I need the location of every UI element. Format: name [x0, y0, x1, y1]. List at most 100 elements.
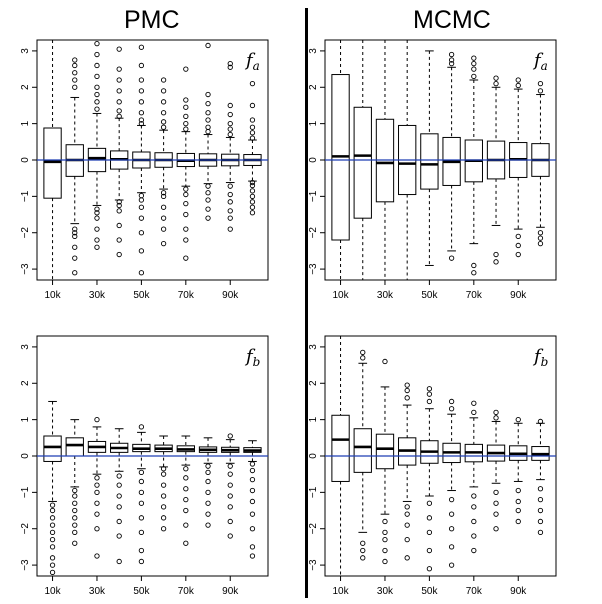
panel-4-outlier-6-2	[471, 518, 477, 525]
panel-1-outlier-9-0	[249, 210, 256, 216]
panel-4-outlier-1-1	[360, 547, 366, 554]
panel-3-outlier-5-5	[160, 471, 167, 477]
panel-3-outlier-8-3	[227, 493, 233, 499]
panel-3-outlier-0-5	[49, 529, 56, 536]
panel-3-outlier-2-4	[94, 489, 100, 496]
panel-1-outlier-6-0	[183, 255, 189, 261]
panel-1-outlier-8-1	[227, 215, 233, 221]
panel-1-xtick-label-2: 50k	[133, 290, 150, 301]
panel-4-ytick-label-4: 1	[308, 416, 319, 422]
panel-3-outlier-8-5	[227, 471, 233, 477]
panel-1-outlier-7-3	[205, 190, 211, 196]
panel-3-ytick-label-2: −1	[20, 486, 31, 498]
panel-1-outlier-8-9	[227, 111, 233, 118]
panel-3-outlier-0-7	[49, 515, 56, 521]
panel-2-outlier-7-3	[493, 75, 499, 81]
panel-1-outlier-3-1	[116, 237, 122, 243]
panel-3-outlier-7-1	[205, 511, 211, 517]
panel-2-outlier-6-0	[471, 270, 477, 276]
panel-1-outlier-9-10	[249, 117, 256, 123]
panel-3-outlier-0-9	[49, 502, 56, 508]
panel-3-outlier-1-5	[72, 500, 78, 506]
panel-1-outlier-5-5	[160, 190, 167, 196]
panel-1-ytick-label-4: 1	[20, 120, 31, 126]
panel-4-xtick-label-2: 50k	[421, 586, 438, 597]
panel-4-outlier-8-1	[515, 507, 521, 514]
panel-4-outlier-7-1	[493, 511, 499, 517]
panel-3-outlier-0-6	[49, 522, 56, 528]
panel-1-outlier-5-0	[160, 240, 167, 247]
panel-4-outlier-4-7	[426, 386, 433, 392]
panel-1-outlier-9-4	[249, 188, 256, 194]
panel-3-outlier-4-7	[138, 469, 145, 476]
panel-3-outlier-9-8	[249, 461, 256, 467]
panel-1-outlier-7-6	[205, 124, 211, 130]
panel-3-label: fb	[244, 346, 260, 369]
panel-4-outlier-1-3	[360, 355, 366, 361]
panel-1-outlier-2-12	[94, 51, 100, 58]
panel-3-outlier-4-8	[138, 424, 145, 430]
panel-1-outlier-4-7	[138, 120, 145, 127]
panel-4-outlier-1-0	[360, 555, 366, 561]
panel-2-outlier-8-0	[515, 251, 521, 258]
panel-1-outlier-2-6	[94, 106, 100, 112]
panel-4-outlier-3-6	[404, 387, 410, 394]
panel-4-outlier-2-0	[382, 558, 388, 565]
panel-1-outlier-6-4	[183, 200, 189, 207]
panel-2-ytick-label-4: 1	[308, 120, 319, 126]
panel-1-outlier-4-10	[138, 99, 145, 105]
panel-3-outlier-6-2	[183, 507, 189, 514]
panel-4-outlier-6-5	[471, 409, 477, 416]
panel-3-outlier-8-6	[227, 463, 233, 469]
panel-1-outlier-3-4	[116, 202, 122, 209]
panel-1-outlier-8-10	[227, 102, 233, 109]
panel-1-outlier-4-11	[138, 88, 145, 94]
panel-1-outlier-7-8	[205, 110, 211, 116]
panel-3-outlier-3-4	[116, 493, 122, 499]
panel-1-outlier-9-7	[249, 135, 256, 141]
panel-4-outlier-5-3	[448, 511, 455, 517]
panel-1-ytick-label-0: −3	[20, 263, 31, 275]
panel-1-outlier-4-6	[138, 192, 145, 199]
panel-1-outlier-8-2	[227, 208, 233, 214]
panel-3-outlier-9-7	[249, 467, 256, 474]
panel-1-outlier-9-5	[249, 182, 256, 189]
panel-2-ytick-label-5: 2	[308, 84, 319, 90]
panel-4-ytick-label-5: 2	[308, 380, 319, 386]
panel-2-outlier-6-2	[471, 73, 477, 80]
panel-4-xtick-label-1: 30k	[377, 586, 394, 597]
panel-1-outlier-3-2	[116, 222, 122, 229]
panel-4-outlier-5-0	[448, 562, 455, 568]
panel-3-box-0	[43, 435, 62, 462]
panel-1-outlier-8-7	[227, 126, 233, 132]
panel-3-outlier-6-6	[183, 466, 189, 472]
panel-1-outlier-8-8	[227, 120, 233, 127]
panel-2-outlier-8-4	[515, 77, 521, 83]
panel-1-outlier-2-1	[94, 237, 100, 243]
panel-3-outlier-3-3	[116, 504, 122, 510]
panel-1-outlier-5-6	[160, 124, 167, 130]
panel-2-ytick-label-0: −3	[308, 263, 319, 275]
panel-4-outlier-4-3	[426, 515, 433, 521]
panel-3-outlier-3-5	[116, 482, 122, 488]
panel-3-ytick-label-4: 1	[20, 416, 31, 422]
panel-4-outlier-7-4	[493, 415, 499, 421]
panel-4-outlier-9-3	[537, 496, 544, 503]
panel-3-outlier-6-0	[183, 540, 189, 546]
panel-3-outlier-8-1	[227, 518, 233, 525]
panel-2-outlier-6-5	[471, 55, 477, 61]
panel-1-outlier-1-1	[72, 255, 78, 261]
panel-1-outlier-8-0	[227, 226, 233, 232]
panel-4-outlier-2-2	[382, 536, 388, 543]
panel-1-outlier-9-2	[249, 199, 256, 205]
panel-1-outlier-7-2	[205, 197, 211, 203]
panel-1-ytick-label-1: −2	[20, 227, 31, 239]
panel-1-outlier-8-6	[227, 131, 233, 138]
panel-2-box-4	[420, 133, 439, 190]
panel-2-outlier-6-1	[471, 262, 477, 269]
panel-4-outlier-9-5	[537, 418, 544, 425]
panel-1-outlier-9-3	[249, 193, 256, 200]
panel-1-outlier-6-8	[183, 120, 189, 127]
panel-1-outlier-4-4	[138, 204, 145, 210]
panel-1-outlier-8-3	[227, 199, 233, 205]
